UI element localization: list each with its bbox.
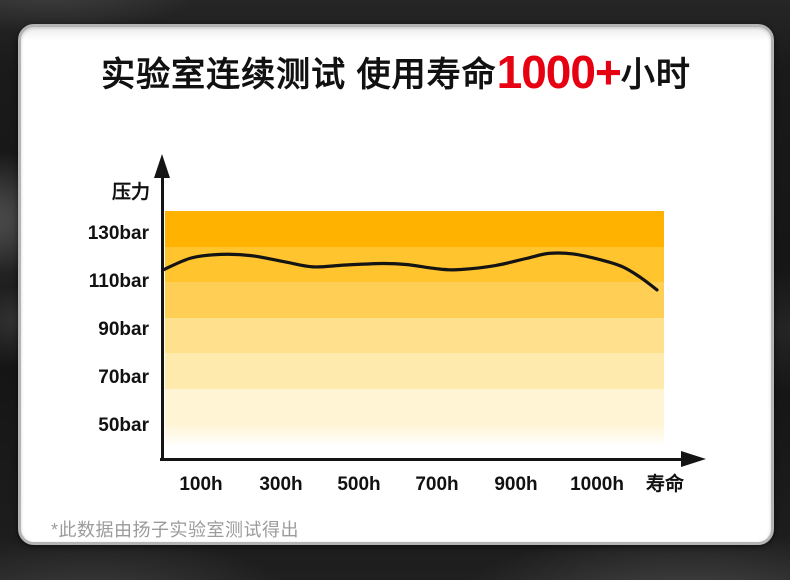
x-axis-arrow-right-icon bbox=[681, 451, 706, 467]
pressure-band-4 bbox=[165, 353, 664, 389]
y-tick-label-110bar: 110bar bbox=[88, 271, 149, 292]
x-tick-label-1000h: 1000h bbox=[570, 474, 624, 495]
x-tick-label-500h: 500h bbox=[337, 474, 381, 495]
y-tick-label-70bar: 70bar bbox=[98, 367, 149, 388]
pressure-lifespan-chart: 压力 130bar 110bar 90bar 70bar 50bar 100h 300h 5… bbox=[21, 27, 771, 542]
pressure-color-bands bbox=[165, 211, 664, 425]
x-tick-label-700h: 700h bbox=[415, 474, 459, 495]
pressure-band-0 bbox=[165, 211, 664, 247]
x-axis-line bbox=[160, 458, 683, 461]
product-info-card: 实验室连续测试 使用寿命1000+小时 压力 130bar 110bar 90bar… bbox=[18, 24, 774, 545]
pressure-band-2 bbox=[165, 282, 664, 318]
footnote-disclaimer: *此数据由扬子实验室测试得出 bbox=[51, 520, 300, 540]
x-tick-label-300h: 300h bbox=[259, 474, 303, 495]
page-title: 实验室连续测试 使用寿命1000+小时 bbox=[21, 49, 771, 95]
y-tick-label-90bar: 90bar bbox=[98, 319, 149, 340]
y-axis-arrow-up-icon bbox=[154, 154, 170, 178]
band-fade-out bbox=[165, 424, 664, 446]
x-tick-label-900h: 900h bbox=[494, 474, 538, 495]
pressure-band-3 bbox=[165, 317, 664, 354]
y-tick-label-50bar: 50bar bbox=[98, 415, 149, 436]
y-axis-line bbox=[161, 175, 164, 461]
y-axis-title: 压力 bbox=[111, 182, 150, 203]
x-axis-end-label-lifespan: 寿命 bbox=[645, 474, 684, 495]
pressure-band-5 bbox=[165, 388, 664, 425]
title-prefix: 实验室连续测试 使用寿命 bbox=[101, 56, 497, 94]
title-suffix: 小时 bbox=[620, 56, 691, 94]
pressure-band-1 bbox=[165, 246, 664, 283]
title-highlight-1000plus: 1000+ bbox=[496, 46, 622, 98]
y-tick-label-130bar: 130bar bbox=[87, 223, 149, 244]
x-tick-label-100h: 100h bbox=[179, 474, 223, 495]
